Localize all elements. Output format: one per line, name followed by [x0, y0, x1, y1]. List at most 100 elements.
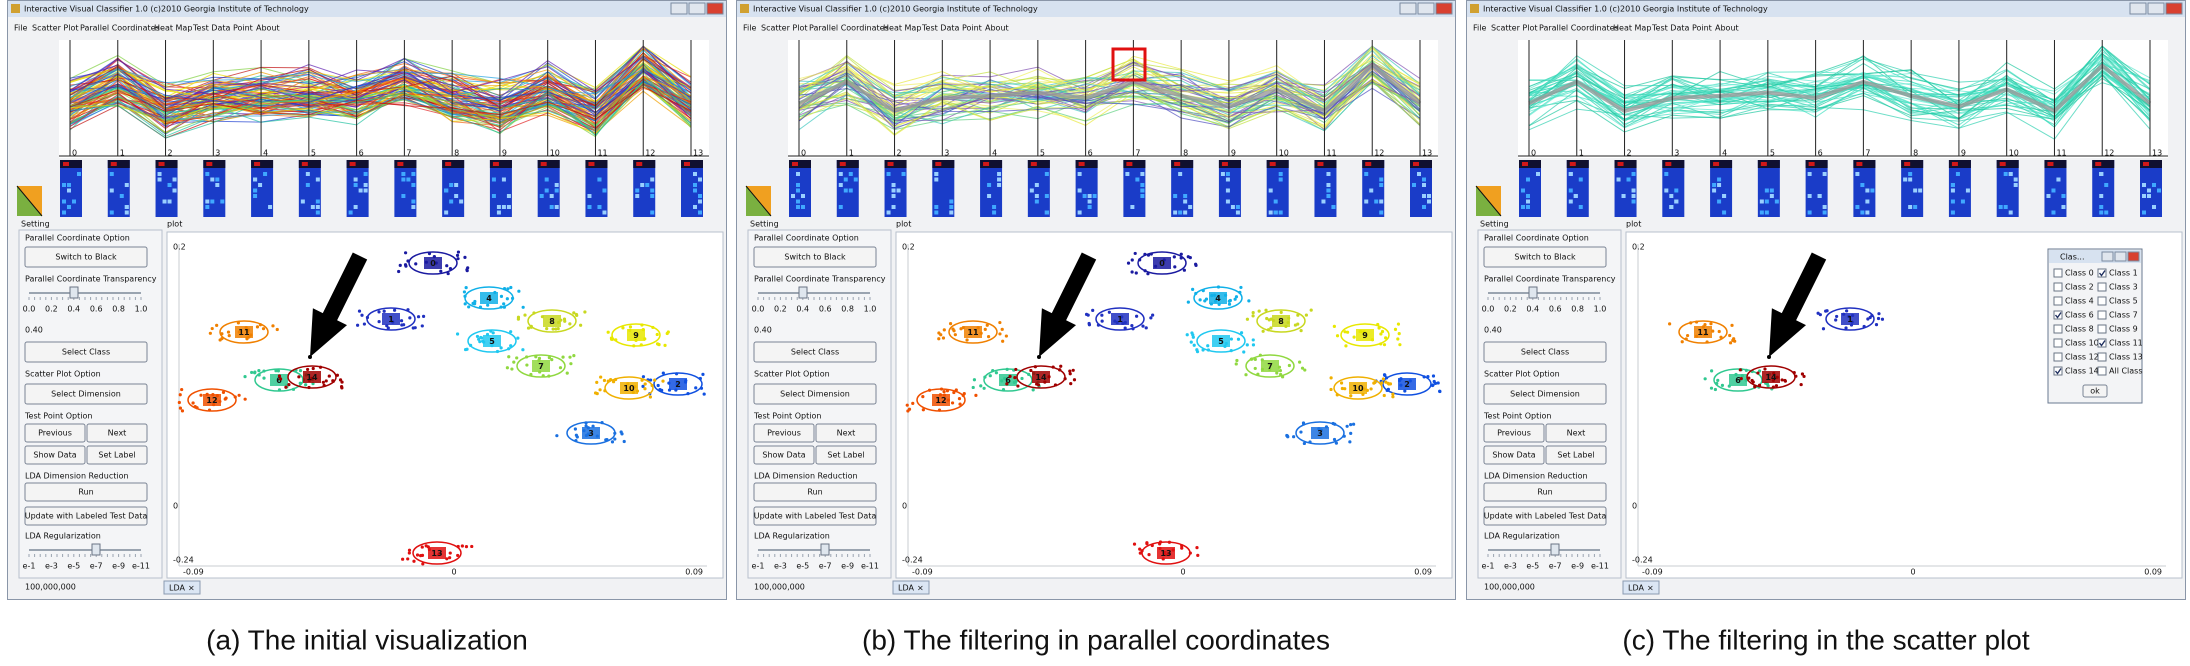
window-button[interactable] — [2165, 2, 2183, 15]
button-label[interactable]: Switch to Black — [784, 253, 846, 262]
slider-thumb[interactable] — [91, 543, 101, 556]
button[interactable] — [1483, 482, 1607, 502]
button-label[interactable]: Switch to Black — [55, 253, 117, 262]
button[interactable] — [815, 445, 877, 465]
menu-item[interactable]: Parallel Coordinates — [809, 24, 889, 33]
checkbox[interactable] — [2097, 366, 2107, 376]
menu-item[interactable]: Test Data Point — [1651, 24, 1712, 33]
button[interactable] — [24, 341, 148, 363]
menu-item[interactable]: About — [985, 24, 1009, 33]
button-label[interactable]: Previous — [1497, 429, 1531, 438]
window-button[interactable] — [2147, 2, 2165, 15]
tab-label[interactable]: LDA — [898, 584, 914, 593]
checkbox[interactable] — [2097, 268, 2107, 278]
checkbox[interactable] — [2097, 296, 2107, 306]
button-label[interactable]: Next — [837, 429, 856, 438]
button-label[interactable]: Previous — [767, 429, 801, 438]
button-label[interactable]: Update with Labeled Test Data — [1484, 512, 1607, 521]
checkbox[interactable] — [2097, 282, 2107, 292]
tab-close[interactable]: × — [188, 584, 195, 593]
button-label[interactable]: Set Label — [98, 451, 135, 460]
button[interactable] — [24, 423, 86, 443]
button[interactable] — [753, 506, 877, 526]
checkbox-label[interactable]: Class 7 — [2109, 311, 2138, 320]
button[interactable] — [86, 423, 148, 443]
button[interactable] — [753, 482, 877, 502]
menu-item[interactable]: Test Data Point — [921, 24, 982, 33]
checkbox-label[interactable]: Class 14 — [2065, 367, 2099, 376]
checkbox-label[interactable]: Class 11 — [2109, 339, 2143, 348]
tab[interactable] — [1622, 580, 1660, 595]
checkbox-label[interactable]: Class 0 — [2065, 269, 2094, 278]
button[interactable] — [1483, 423, 1545, 443]
tab-close[interactable]: × — [1647, 584, 1654, 593]
checkbox[interactable] — [2053, 366, 2063, 376]
menu-item[interactable]: File — [1473, 24, 1486, 33]
tab-close[interactable]: × — [917, 584, 924, 593]
button[interactable] — [86, 445, 148, 465]
button-label[interactable]: Run — [78, 488, 93, 497]
button[interactable] — [24, 506, 148, 526]
menu-item[interactable]: Scatter Plot — [32, 24, 78, 33]
menu-item[interactable]: Test Data Point — [192, 24, 253, 33]
button[interactable] — [1483, 383, 1607, 405]
menu-item[interactable]: Heat Map — [1613, 24, 1651, 33]
menu-item[interactable]: About — [1715, 24, 1739, 33]
button-label[interactable]: Set Label — [1557, 451, 1594, 460]
menu-item[interactable]: Heat Map — [154, 24, 192, 33]
button-label[interactable]: Select Dimension — [51, 390, 121, 399]
checkbox[interactable] — [2053, 352, 2063, 362]
button-label[interactable]: Set Label — [827, 451, 864, 460]
button-label[interactable]: Next — [1567, 429, 1586, 438]
button[interactable] — [753, 423, 815, 443]
window-button[interactable] — [670, 2, 688, 15]
window-button[interactable] — [1399, 2, 1417, 15]
button[interactable] — [24, 482, 148, 502]
button[interactable] — [1483, 445, 1545, 465]
button-label[interactable]: Select Dimension — [780, 390, 850, 399]
window-button[interactable] — [688, 2, 706, 15]
window-button[interactable] — [1417, 2, 1435, 15]
window-button[interactable] — [2127, 251, 2140, 262]
menu-item[interactable]: Scatter Plot — [1491, 24, 1537, 33]
slider-thumb[interactable] — [69, 286, 79, 299]
tab[interactable] — [163, 580, 201, 595]
button[interactable] — [753, 246, 877, 268]
button-label[interactable]: Update with Labeled Test Data — [25, 512, 148, 521]
checkbox[interactable] — [2097, 338, 2107, 348]
window-button[interactable] — [2129, 2, 2147, 15]
window-button[interactable] — [706, 2, 724, 15]
button[interactable] — [24, 383, 148, 405]
tab-label[interactable]: LDA — [169, 584, 185, 593]
checkbox[interactable] — [2053, 268, 2063, 278]
window-button[interactable] — [2114, 251, 2127, 262]
button-label[interactable]: Show Data — [762, 451, 805, 460]
checkbox[interactable] — [2053, 338, 2063, 348]
checkbox-label[interactable]: Class 3 — [2109, 283, 2138, 292]
menu-item[interactable]: Parallel Coordinates — [1539, 24, 1619, 33]
checkbox-label[interactable]: Class 4 — [2065, 297, 2094, 306]
button-label[interactable]: Show Data — [33, 451, 76, 460]
button[interactable] — [1545, 423, 1607, 443]
button[interactable] — [1483, 506, 1607, 526]
button[interactable] — [24, 445, 86, 465]
checkbox-label[interactable]: Class 1 — [2109, 269, 2138, 278]
button[interactable] — [2082, 384, 2108, 398]
checkbox[interactable] — [2053, 296, 2063, 306]
checkbox-label[interactable]: All Class — [2109, 367, 2143, 376]
checkbox[interactable] — [2097, 310, 2107, 320]
button[interactable] — [753, 341, 877, 363]
button-label[interactable]: Select Dimension — [1510, 390, 1580, 399]
checkbox-label[interactable]: Class 9 — [2109, 325, 2138, 334]
checkbox[interactable] — [2053, 282, 2063, 292]
button[interactable] — [1483, 246, 1607, 268]
menu-item[interactable]: File — [14, 24, 27, 33]
checkbox[interactable] — [2053, 324, 2063, 334]
button[interactable] — [815, 423, 877, 443]
button[interactable] — [1483, 341, 1607, 363]
menu-item[interactable]: File — [743, 24, 756, 33]
slider-thumb[interactable] — [798, 286, 808, 299]
slider-thumb[interactable] — [820, 543, 830, 556]
button-label[interactable]: ok — [2090, 387, 2100, 396]
button-label[interactable]: Show Data — [1492, 451, 1535, 460]
